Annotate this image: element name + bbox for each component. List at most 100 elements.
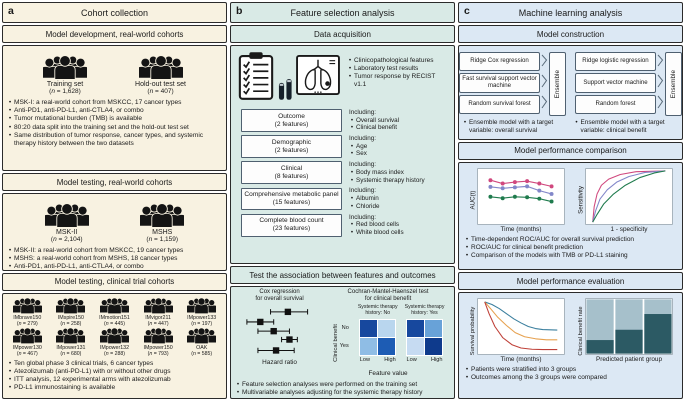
bullet-item: • MSK-I: a real-world cohort from MSKCC, … xyxy=(8,99,221,107)
ensemble-box: Ensemble xyxy=(665,52,682,116)
ensemble-connector xyxy=(541,52,548,114)
benefit-bar-chart xyxy=(585,298,673,356)
bullet-item: • ROC/AUC for clinical benefit prediction xyxy=(465,244,676,252)
section-model-construction: Ridge Cox regression Fast survival suppor… xyxy=(458,45,683,140)
cohort: IMbrave150 (n = 279) xyxy=(6,297,49,327)
cmh-ylabel: Clinical benefit xyxy=(332,324,339,362)
feature-box: Clinical (8 features) xyxy=(241,161,342,185)
panel-c-title: Machine learning analysis xyxy=(518,7,623,18)
feature-including: Including: • Body mass index • Systemic ther… xyxy=(349,161,448,184)
bullet-text: Clinical benefit xyxy=(356,124,397,132)
cmh-title: Cochran-Mantel-Haenszel test for clinica… xyxy=(347,289,429,302)
chest-xray-icon xyxy=(296,55,340,100)
model-box: Support vector machine xyxy=(575,73,656,93)
people-group-icon xyxy=(44,203,89,228)
roc-ylabel: Sensitivity xyxy=(577,186,584,215)
model-groups: Ridge Cox regression Fast survival suppor… xyxy=(459,46,682,116)
bullet-item: • Tumor response by RECIST v1.1 xyxy=(348,73,445,89)
cohort-n: (n = 288) xyxy=(104,350,125,357)
bullet-marker: • xyxy=(8,368,12,375)
forest-plot xyxy=(245,308,308,354)
cohort: IMspire150 (n = 258) xyxy=(50,297,93,327)
model-group: Ridge Cox regression Fast survival suppor… xyxy=(459,52,566,116)
bullet-item: • Ensemble model with a target variable: … xyxy=(575,119,679,135)
evaluation-notes: • Patients were stratified into 3 groups •… xyxy=(459,363,682,382)
bullet-item: • PD-L1 immunostaining is available xyxy=(8,384,221,392)
feature-row: Clinical (8 features) Including: • Body mass… xyxy=(241,161,448,185)
cohort-name: IMpower130 xyxy=(12,344,42,351)
people-group-icon xyxy=(56,327,86,344)
cohort-n: (n = 1,628) xyxy=(49,88,81,95)
feature-count: (2 features) xyxy=(274,120,309,128)
heatmap: Systemic therapy history: Yes Low High xyxy=(405,304,445,363)
feature-box: Outcome (2 features) xyxy=(241,109,342,132)
cohort-name: MSHS xyxy=(152,229,173,237)
section-performance-comparison: AUC(t) Time (months) Sensitivity 1 - spe… xyxy=(458,161,683,271)
ensemble-connector xyxy=(657,52,664,114)
bullet-item: • ITT analysis, 12 experimental arms with… xyxy=(8,376,221,384)
bullet-marker: • xyxy=(350,142,354,150)
people-group-icon xyxy=(99,297,129,314)
panel-c-title-bar: c Machine learning analysis xyxy=(458,2,683,23)
bullet-text: Sex xyxy=(356,150,367,158)
cmh-test-block: Cochran-Mantel-Haenszel test for clinica… xyxy=(325,289,451,377)
feature-row: Demographic (2 features) Including: • Age • Se… xyxy=(241,135,448,159)
cohort-name: IMpower131 xyxy=(56,344,86,351)
people-group-icon xyxy=(138,55,183,80)
bullet-marker: • xyxy=(8,384,12,392)
survival-curve-chart xyxy=(477,298,565,356)
cohort-n: (n = 1,159) xyxy=(146,236,179,244)
auc-chart-block: AUC(t) Time (months) xyxy=(468,167,565,233)
bullet-text: PD-L1 immunostaining is available xyxy=(14,384,116,392)
col-label: High xyxy=(384,357,396,364)
bullet-item: • Albumin xyxy=(349,195,448,203)
bullet-text: 80:20 data split into the training set a… xyxy=(14,123,189,131)
association-notes: • Feature selection analyses were perform… xyxy=(231,379,454,398)
bullet-text: Multivariable analyses adjusting for the… xyxy=(242,388,423,396)
bullet-marker: • xyxy=(350,202,354,210)
header-testing-trials: Model testing, clinical trial cohorts xyxy=(2,272,227,291)
feature-row: Complete blood count (23 features) Includi… xyxy=(241,214,448,237)
heatmap-cell xyxy=(425,320,443,338)
people-group-icon xyxy=(140,203,185,228)
bullet-text: Tumor mutational burden (TMB) is availab… xyxy=(14,115,143,123)
cohort-n: (n = 2,104) xyxy=(50,236,83,244)
bullet-marker: • xyxy=(8,115,12,123)
panel-cohort-collection: a Cohort collection Model development, r… xyxy=(2,2,227,399)
ensemble-label: Ensemble xyxy=(670,69,677,99)
feature-count: (8 features) xyxy=(274,172,309,180)
feature-label: Complete blood count xyxy=(259,217,324,225)
bullet-marker: • xyxy=(236,388,240,396)
bullet-marker: • xyxy=(8,263,12,271)
cohort: IMpower132 (n = 288) xyxy=(93,327,136,357)
cohort: OAK (n = 585) xyxy=(180,327,223,357)
ensemble-box: Ensemble xyxy=(549,52,566,116)
col-label: Low xyxy=(406,357,417,364)
section-testing-trials: IMbrave150 (n = 279) IMspire150 (n = 258) IM… xyxy=(2,292,227,399)
bullet-item: • Red blood cells xyxy=(349,221,448,229)
heatmap-title: Systemic therapy history: No xyxy=(357,304,398,317)
bullet-item: • Ensemble model with a target variable: … xyxy=(463,119,567,135)
people-group-icon xyxy=(187,327,217,344)
bullet-item: • Laboratory test results xyxy=(348,65,445,73)
panel-a-title: Cohort collection xyxy=(80,7,149,18)
heatmap-cell xyxy=(407,320,425,338)
section-performance-evaluation: Survival probability Time (months) Clini… xyxy=(458,292,683,399)
heatmap-cell xyxy=(360,338,378,356)
bullet-text: Overall survival xyxy=(356,116,400,124)
real-world-cohorts: MSK-II (n = 2,104) MSHS (n = 1,159) xyxy=(3,194,226,245)
bullet-text: Ensemble model with a target variable: o… xyxy=(469,119,554,134)
bullet-marker: • xyxy=(350,194,354,202)
bars-ylabel: Clinical benefit rate xyxy=(577,306,584,356)
cmh-xlabel: Feature value xyxy=(368,370,408,378)
bullet-text: Systemic therapy history xyxy=(356,176,425,184)
auc-line-chart xyxy=(477,167,565,225)
heatmap-col-labels: Low High xyxy=(360,357,396,363)
bullet-item: • Age xyxy=(349,143,448,151)
feature-including: Including: • Age • Sex xyxy=(349,135,448,158)
bullet-text: MSK-II: a real-world cohort from MSKCC, … xyxy=(14,247,184,255)
bullet-item: • MSHS: a real-world cohort from MSHS, 18… xyxy=(8,255,221,263)
cohort-name: IMspire150 xyxy=(57,314,84,321)
bullet-marker: • xyxy=(8,359,12,367)
